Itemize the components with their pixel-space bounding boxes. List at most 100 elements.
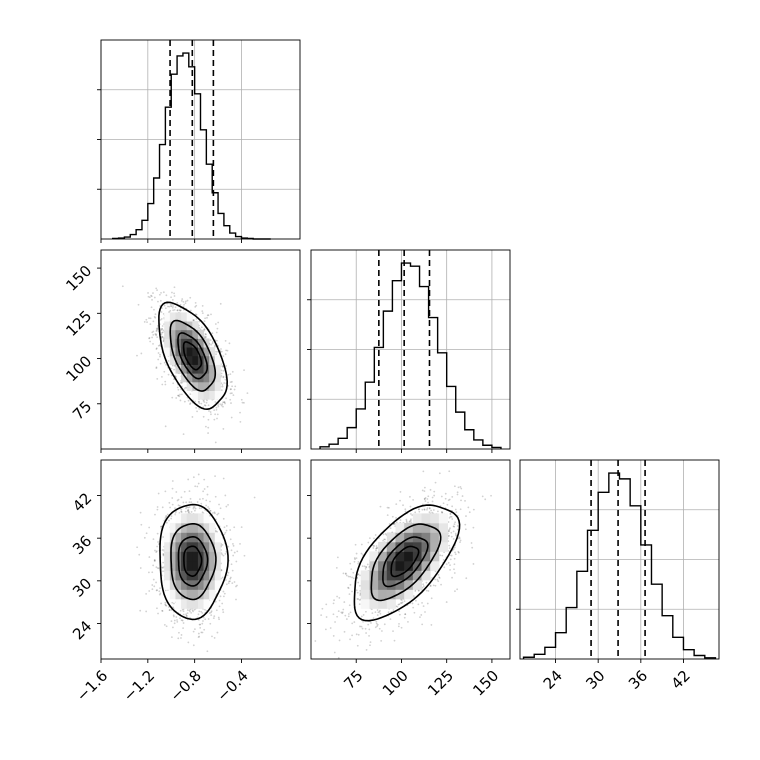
scatter-point — [365, 649, 368, 651]
scatter-point — [140, 523, 143, 526]
scatter-point — [361, 565, 364, 568]
scatter-point — [211, 341, 214, 343]
scatter-point — [387, 506, 390, 509]
scatter-point — [235, 598, 237, 601]
scatter-point — [207, 618, 210, 620]
scatter-point — [321, 607, 324, 610]
scatter-point — [179, 303, 182, 306]
scatter-point — [203, 404, 206, 407]
scatter-point — [188, 490, 191, 492]
scatter-point — [371, 612, 374, 615]
scatter-point — [379, 612, 382, 615]
density-cell — [197, 381, 204, 391]
scatter-point — [372, 617, 375, 620]
scatter-point — [233, 526, 236, 529]
scatter-point — [357, 562, 360, 565]
scatter-point — [173, 615, 175, 618]
density-cell — [209, 364, 216, 374]
scatter-point — [336, 615, 339, 618]
scatter-point — [168, 519, 170, 522]
scatter-point — [176, 386, 179, 389]
scatter-point — [182, 300, 185, 303]
scatter-point — [453, 523, 456, 526]
scatter-point — [314, 640, 317, 642]
scatter-point — [441, 511, 444, 514]
scatter-point — [173, 308, 176, 311]
scatter-point — [222, 376, 225, 379]
scatter-point — [192, 507, 195, 510]
scatter-point — [176, 301, 179, 304]
scatter-point — [364, 567, 367, 570]
scatter-point — [155, 367, 158, 370]
scatter-point — [229, 373, 232, 376]
scatter-point — [465, 515, 467, 517]
scatter-point — [398, 623, 400, 625]
scatter-point — [451, 518, 454, 520]
scatter-point — [420, 614, 423, 616]
scatter-point — [189, 610, 191, 613]
scatter-point — [192, 610, 194, 613]
scatter-point — [151, 571, 154, 574]
scatter-point — [223, 382, 226, 384]
scatter-point — [168, 501, 171, 504]
scatter-point — [171, 291, 173, 294]
scatter-point — [225, 505, 228, 508]
scatter-point — [222, 608, 224, 611]
scatter-point — [220, 569, 223, 572]
scatter-point — [206, 493, 209, 496]
scatter-point — [355, 552, 358, 555]
scatter-point — [160, 329, 162, 331]
scatter-point — [358, 603, 361, 606]
scatter-point — [216, 631, 219, 634]
panel-frame — [519, 459, 720, 660]
density-cell — [192, 321, 199, 331]
scatter-point — [164, 603, 167, 606]
scatter-point — [153, 559, 156, 562]
scatter-point — [201, 511, 204, 514]
scatter-point — [230, 388, 232, 391]
scatter-point — [454, 532, 457, 535]
scatter-point — [229, 576, 232, 579]
scatter-point — [458, 551, 460, 554]
scatter-point — [223, 526, 226, 529]
scatter-point — [453, 525, 456, 528]
density-cell — [197, 347, 204, 357]
scatter-point — [378, 627, 381, 630]
scatter-point — [221, 403, 224, 406]
scatter-point — [448, 534, 450, 537]
scatter-point — [239, 420, 242, 423]
density-cell — [209, 589, 216, 600]
scatter-point — [170, 367, 173, 370]
scatter-point — [139, 609, 142, 612]
scatter-point — [417, 508, 420, 511]
scatter-point — [175, 491, 178, 493]
scatter-point — [164, 517, 167, 519]
scatter-point — [171, 364, 174, 367]
density-cell — [186, 355, 193, 365]
scatter-point — [438, 576, 441, 579]
scatter-point — [472, 508, 475, 511]
scatter-point — [481, 495, 484, 498]
scatter-point — [189, 296, 192, 299]
scatter-point — [201, 312, 204, 315]
scatter-point — [227, 503, 229, 506]
scatter-point — [459, 508, 462, 511]
scatter-point — [160, 602, 163, 605]
scatter-point — [220, 348, 222, 350]
scatter-point — [150, 306, 153, 309]
scatter-point — [399, 602, 402, 604]
scatter-point — [173, 295, 176, 297]
scatter-point — [356, 597, 359, 600]
scatter-point — [431, 496, 434, 499]
scatter-point — [152, 342, 154, 345]
scatter-point — [412, 498, 415, 501]
scatter-point — [153, 296, 156, 299]
scatter-point — [202, 490, 205, 493]
scatter-point — [221, 602, 224, 605]
scatter-point — [206, 316, 208, 319]
scatter-point — [206, 650, 209, 653]
scatter-point — [145, 592, 148, 595]
scatter-point — [212, 512, 214, 514]
scatter-point — [152, 564, 155, 567]
histogram-outline — [522, 472, 717, 659]
